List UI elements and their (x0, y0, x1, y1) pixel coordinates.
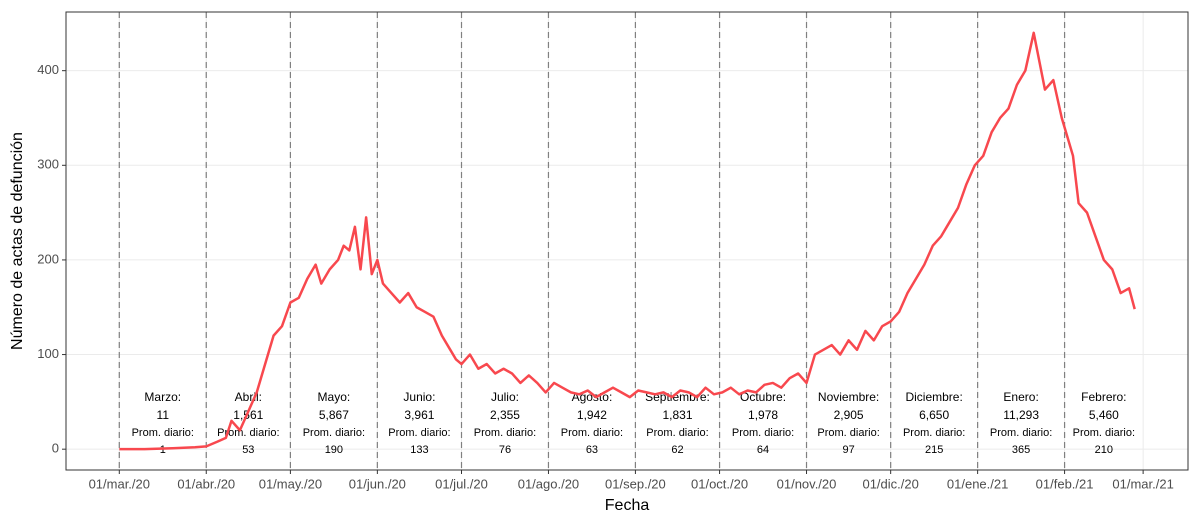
x-tick-label: 01/ago./20 (518, 476, 579, 491)
avg-label: Prom. diario: (217, 427, 279, 439)
x-tick-label: 01/sep./20 (605, 476, 666, 491)
x-tick-label: 01/jun./20 (349, 476, 406, 491)
avg-value: 365 (1012, 444, 1030, 456)
month-label: Marzo: (144, 390, 181, 404)
y-tick-label: 400 (37, 62, 59, 77)
month-total: 6,650 (919, 408, 949, 422)
avg-label: Prom. diario: (303, 427, 365, 439)
x-tick-label: 01/oct./20 (691, 476, 748, 491)
x-tick-label: 01/dic./20 (862, 476, 918, 491)
avg-label: Prom. diario: (990, 427, 1052, 439)
month-label: Julio: (491, 390, 519, 404)
month-total: 11 (157, 408, 170, 422)
avg-value: 190 (325, 444, 343, 456)
month-total: 5,460 (1089, 408, 1119, 422)
month-total: 3,961 (404, 408, 434, 422)
avg-label: Prom. diario: (903, 427, 965, 439)
avg-label: Prom. diario: (561, 427, 623, 439)
avg-label: Prom. diario: (388, 427, 450, 439)
avg-label: Prom. diario: (817, 427, 879, 439)
y-tick-label: 100 (37, 346, 59, 361)
month-label: Enero: (1003, 390, 1038, 404)
month-total: 2,905 (834, 408, 864, 422)
data-line (119, 31, 1136, 451)
x-axis-title: Fecha (605, 497, 650, 514)
x-tick-label: 01/mar./20 (89, 476, 150, 491)
x-tick-label: 01/nov./20 (777, 476, 837, 491)
month-total: 1,942 (577, 408, 607, 422)
avg-label: Prom. diario: (732, 427, 794, 439)
y-axis-title: Número de actas de defunción (9, 132, 26, 350)
x-tick-label: 01/ene./21 (947, 476, 1008, 491)
avg-value: 133 (410, 444, 428, 456)
avg-value: 97 (842, 444, 854, 456)
month-total: 1,561 (233, 408, 263, 422)
month-total: 1,831 (662, 408, 692, 422)
month-label: Junio: (403, 390, 435, 404)
avg-value: 215 (925, 444, 943, 456)
avg-label: Prom. diario: (1073, 427, 1135, 439)
avg-value: 53 (242, 444, 254, 456)
x-tick-label: 01/feb./21 (1036, 476, 1094, 491)
month-label: Octubre: (740, 390, 786, 404)
x-tick-label: 01/mar./21 (1112, 476, 1173, 491)
avg-label: Prom. diario: (474, 427, 536, 439)
avg-label: Prom. diario: (646, 427, 708, 439)
x-tick-label: 01/may./20 (259, 476, 322, 491)
avg-value: 62 (671, 444, 683, 456)
month-label: Febrero: (1081, 390, 1126, 404)
avg-label: Prom. diario: (132, 427, 194, 439)
plot-border (65, 11, 1189, 471)
x-tick-label: 01/jul./20 (435, 476, 488, 491)
month-total: 1,978 (748, 408, 778, 422)
y-tick-label: 0 (52, 441, 59, 456)
month-label: Diciembre: (905, 390, 962, 404)
avg-value: 210 (1095, 444, 1113, 456)
month-total: 5,867 (319, 408, 349, 422)
avg-value: 63 (586, 444, 598, 456)
avg-value: 64 (757, 444, 769, 456)
month-total: 2,355 (490, 408, 520, 422)
avg-value: 76 (499, 444, 511, 456)
x-tick-label: 01/abr./20 (177, 476, 235, 491)
y-tick-label: 300 (37, 157, 59, 172)
avg-value: 1 (160, 444, 166, 456)
month-label: Mayo: (318, 390, 351, 404)
y-tick-label: 200 (37, 251, 59, 266)
month-label: Noviembre: (818, 390, 879, 404)
month-total: 11,293 (1003, 408, 1039, 422)
